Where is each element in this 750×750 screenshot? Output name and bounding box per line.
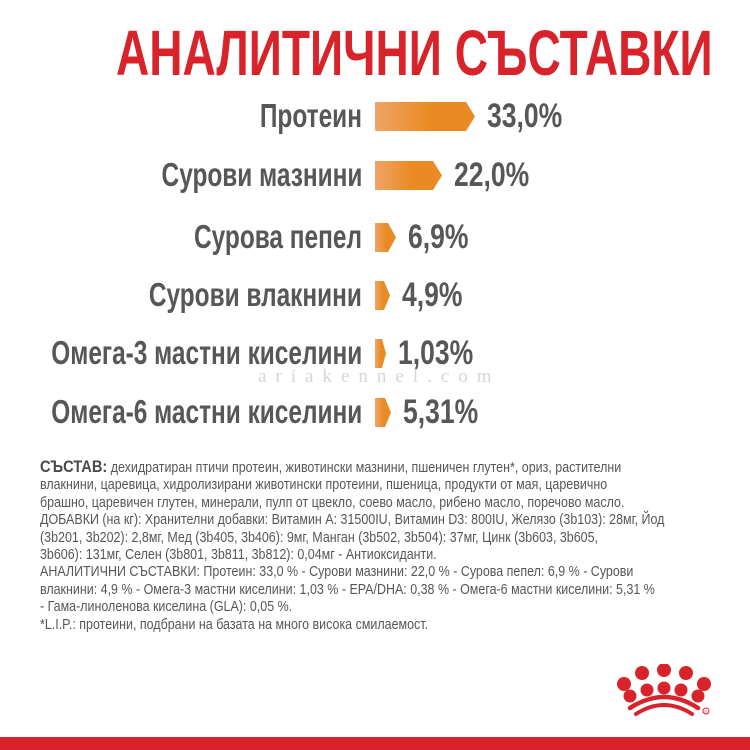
royal-canin-crown-icon: ® [612,663,716,720]
composition-line: - Гама-линоленова киселина (GLA): 0,05 %… [40,599,293,616]
svg-text:®: ® [705,709,708,714]
row-label: Омега-3 мастни киселини [51,334,362,371]
row-value: 1,03% [398,334,474,372]
row-value: 4,9% [402,276,463,314]
composition-line: *L.I.P.: протеини, подбрани на базата на… [40,616,429,633]
row-value: 5,31% [403,393,479,431]
composition-line: 3b606): 131мг, Селен (3b801, 3b811, 3b81… [40,547,437,564]
row-label: Сурови влакнини [148,276,362,313]
footer-bar [0,737,750,750]
bar [375,223,396,252]
composition-line: влакнини, царевица, хидролизирани животи… [40,477,608,494]
composition-line: СЪСТАВ: дехидратиран птичи протеин, живо… [40,457,622,476]
page-title-text: АНАЛИТИЧНИ СЪСТАВКИ [116,17,713,89]
composition-line: АНАЛИТИЧНИ СЪСТАВКИ: Протеин: 33,0 % - С… [40,564,634,581]
page-title: АНАЛИТИЧНИ СЪСТАВКИ [0,18,750,88]
row-label: Омега-6 мастни киселини [51,393,362,430]
row-label: Сурови мазнини [161,156,362,193]
composition-line: (3b201, 3b202): 2,8мг, Мед (3b405, 3b406… [40,529,599,546]
bar [375,102,475,131]
composition-heading: СЪСТАВ: [40,457,108,476]
composition-line: влакнини: 4,9 % - Омега-3 мастни киселин… [40,581,655,598]
bar [375,281,390,310]
chart-row: Протеин 33,0% [0,97,750,135]
chart-row: Омега-3 мастни киселини 1,03% [0,334,750,372]
chart-row: Омега-6 мастни киселини 5,31% [0,393,750,431]
bar [375,161,442,190]
composition-text: СЪСТАВ: дехидратиран птичи протеин, живо… [40,458,730,634]
row-value: 22,0% [454,156,530,194]
composition-line: брашно, царевичен глутен, минерали, пулп… [40,494,625,511]
chart-row: Сурови влакнини 4,9% [0,276,750,314]
chart-row: Сурова пепел 6,9% [0,218,750,256]
row-label: Протеин [259,97,362,134]
row-value: 6,9% [408,218,469,256]
row-label: Сурова пепел [194,218,362,255]
chart-row: Сурови мазнини 22,0% [0,156,750,194]
watermark: ariakennel.com [258,366,501,387]
bar [375,398,391,427]
row-value: 33,0% [487,97,563,135]
bar [375,339,386,368]
composition-line: ДОБАВКИ (на кг): Хранителни добавки: Вит… [40,512,665,529]
